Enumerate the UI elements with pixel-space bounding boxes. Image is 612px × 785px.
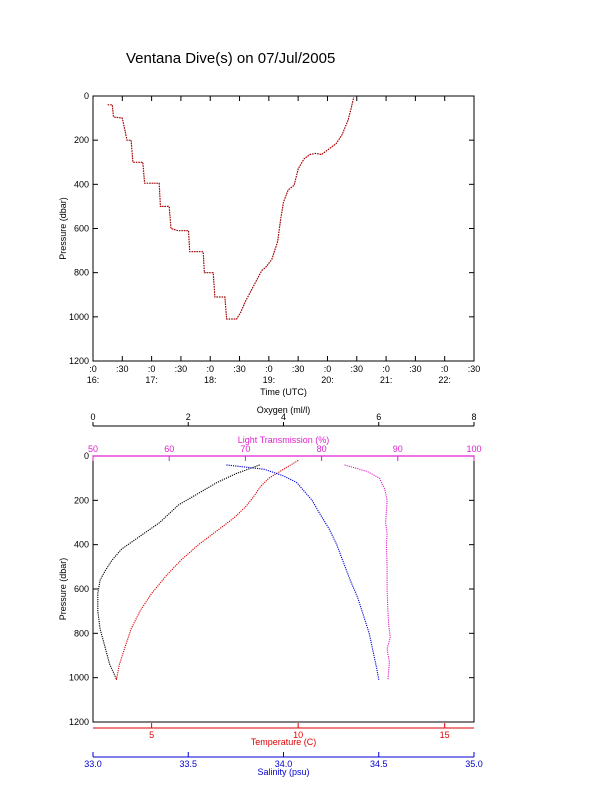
plot1-xtick-hour-label: 18: bbox=[204, 375, 217, 385]
salinity-axis-tick-label: 33.0 bbox=[84, 759, 102, 769]
dive-track-line-dots bbox=[107, 97, 355, 320]
plot1-xtick-label: :0 bbox=[148, 364, 156, 374]
plot1-xtick-hour-label: 20: bbox=[321, 375, 334, 385]
temperature-axis-tick-label: 15 bbox=[440, 730, 450, 740]
plot1-xtick-label: :0 bbox=[89, 364, 97, 374]
temperature-axis-title: Temperature (C) bbox=[251, 737, 317, 747]
plot1-xtick-label: :0 bbox=[382, 364, 390, 374]
plot1-ytick-label: 1000 bbox=[69, 312, 89, 322]
plot1-ytick-label: 400 bbox=[74, 179, 89, 189]
light-axis-tick-label: 80 bbox=[317, 444, 327, 454]
salinity-axis-title: Salinity (psu) bbox=[257, 767, 309, 777]
plot1-xtick-label: :0 bbox=[206, 364, 214, 374]
plot1-ylabel: Pressure (dbar) bbox=[58, 197, 68, 260]
plot2-ytick-label: 0 bbox=[84, 451, 89, 461]
salinity-axis-tick-label: 35.0 bbox=[465, 759, 483, 769]
temperature-profile-line bbox=[115, 459, 299, 681]
oxygen-axis-title: Oxygen (ml/l) bbox=[257, 405, 311, 415]
plot1-xtick-label: :30 bbox=[175, 364, 188, 374]
light-axis-tick-label: 70 bbox=[240, 444, 250, 454]
plot2-ylabel: Pressure (dbar) bbox=[58, 558, 68, 621]
temperature-axis-tick-label: 10 bbox=[293, 730, 303, 740]
salinity-axis-tick-label: 33.5 bbox=[179, 759, 197, 769]
plot1-xtick-label: :30 bbox=[233, 364, 246, 374]
oxygen-profile-line bbox=[97, 464, 260, 681]
oxygen-axis-tick-label: 2 bbox=[186, 412, 191, 422]
plot1-ytick-label: 800 bbox=[74, 268, 89, 278]
oxygen-axis-tick-label: 8 bbox=[471, 412, 476, 422]
plot1-ytick-label: 200 bbox=[74, 135, 89, 145]
plot1-xtick-label: :30 bbox=[116, 364, 129, 374]
figure-title: Ventana Dive(s) on 07/Jul/2005 bbox=[126, 50, 336, 67]
plot1-ytick-label: 600 bbox=[74, 224, 89, 234]
plot1-ytick-label: 1200 bbox=[69, 356, 89, 366]
plot1-ytick-label: 0 bbox=[84, 91, 89, 101]
temperature-axis-tick-label: 5 bbox=[149, 730, 154, 740]
light-axis-tick-label: 90 bbox=[393, 444, 403, 454]
plot2-ytick-label: 1200 bbox=[69, 717, 89, 727]
plot1-frame bbox=[92, 95, 475, 362]
light-axis-title: Light Transmission (%) bbox=[238, 435, 330, 445]
plot1-xtick-label: :30 bbox=[292, 364, 305, 374]
oxygen-axis-tick-label: 0 bbox=[90, 412, 95, 422]
oxygen-axis-tick-label: 4 bbox=[281, 412, 286, 422]
plot1-xtick-label: :30 bbox=[409, 364, 422, 374]
plot2-frame bbox=[92, 455, 475, 723]
plot1-xtick-label: :30 bbox=[468, 364, 481, 374]
plot1-xtick-hour-label: 21: bbox=[380, 375, 393, 385]
light-axis-tick-label: 50 bbox=[88, 444, 98, 454]
plot2-ytick-label: 1000 bbox=[69, 673, 89, 683]
plot2-ytick-label: 400 bbox=[74, 540, 89, 550]
salinity-axis-tick-label: 34.5 bbox=[370, 759, 388, 769]
light-axis-tick-label: 60 bbox=[164, 444, 174, 454]
salinity-profile-line bbox=[226, 464, 380, 680]
plot2-ytick-label: 800 bbox=[74, 628, 89, 638]
oxygen-axis-tick-label: 6 bbox=[376, 412, 381, 422]
plot1-xtick-label: :0 bbox=[324, 364, 332, 374]
plot1-xtick-hour-label: 19: bbox=[263, 375, 276, 385]
plot1-xtick-hour-label: 17: bbox=[145, 375, 158, 385]
plot1-xtick-label: :0 bbox=[441, 364, 449, 374]
plot2-ytick-label: 200 bbox=[74, 495, 89, 505]
light-axis-tick-label: 100 bbox=[466, 444, 481, 454]
plot1-xtick-label: :0 bbox=[265, 364, 273, 374]
light_transmission-profile-line bbox=[344, 464, 391, 680]
plot1-xtick-hour-label: 16: bbox=[87, 375, 100, 385]
plot2-ytick-label: 600 bbox=[74, 584, 89, 594]
plot1-xtick-label: :30 bbox=[351, 364, 364, 374]
plot1-xlabel: Time (UTC) bbox=[260, 387, 307, 397]
dive-track-line bbox=[107, 96, 355, 320]
plot1-xtick-hour-label: 22: bbox=[438, 375, 451, 385]
salinity-axis-tick-label: 34.0 bbox=[275, 759, 293, 769]
